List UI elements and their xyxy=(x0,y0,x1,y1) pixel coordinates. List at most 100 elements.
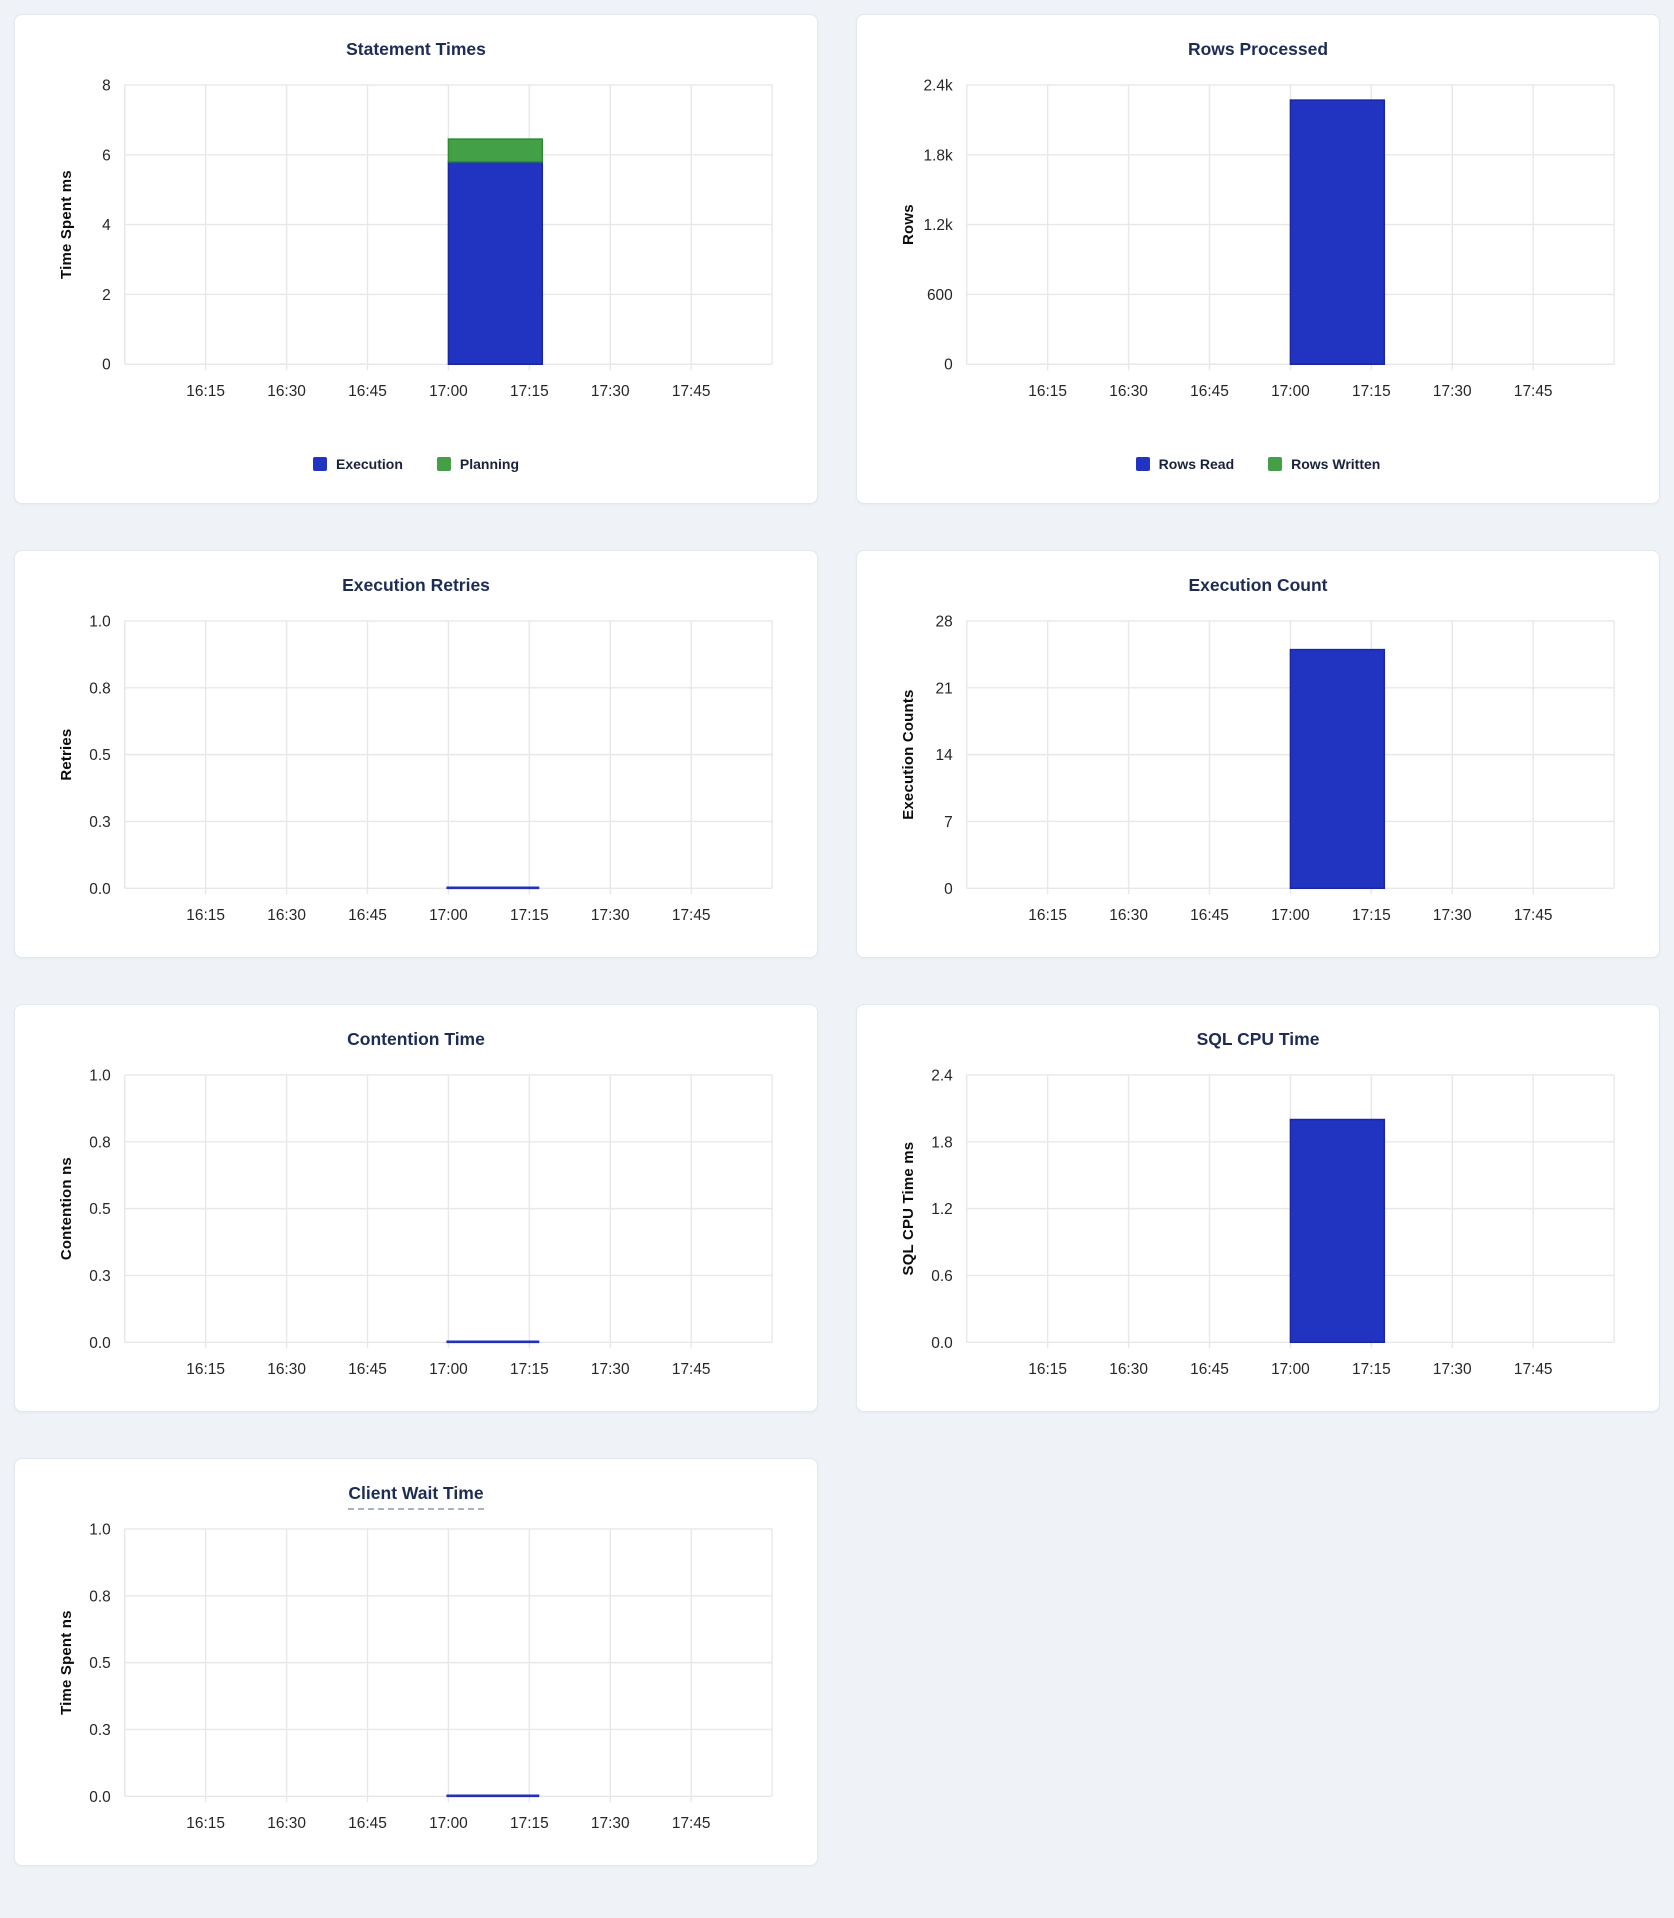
x-tick-label: 17:00 xyxy=(429,907,468,924)
chart-title-text: Rows Processed xyxy=(1187,39,1329,59)
chart-svg: 0.0 0.3 0.5 0.8 1.0 16:15 16:30 16:45 17:00 17:15… xyxy=(58,613,773,924)
y-axis-label: Execution Counts xyxy=(900,689,917,819)
bar-segment[interactable] xyxy=(1289,99,1386,366)
y-axis-label: Time Spent ms xyxy=(58,170,75,279)
chart-title-text: Execution Retries xyxy=(342,575,490,595)
x-tick-label: 16:45 xyxy=(348,1361,387,1378)
chart-plot-area[interactable]: 0.0 0.3 0.5 0.8 1.0 16:15 16:30 16:45 17:00 17:15… xyxy=(15,1511,817,1842)
chart-plot-area[interactable]: 0.0 0.6 1.2 1.8 2.4 16:15 16:30 16:45 17:00 17:15… xyxy=(857,1057,1659,1388)
legend-item: Rows Read xyxy=(1135,456,1235,473)
y-tick-label: 1.0 xyxy=(89,1521,110,1538)
y-tick-label: 7 xyxy=(944,814,953,831)
x-tick-label: 17:00 xyxy=(429,383,468,400)
legend-item: Planning xyxy=(436,456,520,473)
y-tick-label: 4 xyxy=(102,217,111,234)
x-tick-label: 17:00 xyxy=(429,1361,468,1378)
legend-swatch-green xyxy=(436,457,451,472)
x-tick-label: 16:15 xyxy=(1028,1361,1067,1378)
x-tick-label: 16:30 xyxy=(1109,907,1148,924)
y-tick-label: 2.4 xyxy=(931,1067,953,1084)
chart-plot-area[interactable]: 0 600 1.2k 1.8k 2.4k 16:15 16:30 16:45 17:00 17:1… xyxy=(857,67,1659,410)
y-tick-label: 0.6 xyxy=(931,1268,952,1285)
y-tick-label: 0.0 xyxy=(931,1335,952,1352)
chart-plot-area[interactable]: 0 2 4 6 8 16:15 16:30 16:45 17:00 17:15 17:30 17:45… xyxy=(15,67,817,410)
x-tick-label: 16:45 xyxy=(348,1815,387,1832)
x-tick-label: 16:30 xyxy=(267,907,306,924)
x-tick-label: 17:45 xyxy=(1514,907,1553,924)
y-tick-label: 0.3 xyxy=(89,1722,110,1739)
chart-svg: 0.0 0.3 0.5 0.8 1.0 16:15 16:30 16:45 17:00 17:15… xyxy=(58,1521,773,1832)
y-tick-label: 2.4k xyxy=(924,77,953,94)
legend-item: Execution xyxy=(312,456,403,473)
y-tick-label: 0 xyxy=(944,357,953,374)
x-tick-label: 16:30 xyxy=(267,1815,306,1832)
y-tick-label: 1.0 xyxy=(89,1067,110,1084)
legend-item: Rows Written xyxy=(1268,456,1380,472)
x-tick-label: 17:15 xyxy=(1352,907,1391,924)
chart-plot-area[interactable]: 0.0 0.3 0.5 0.8 1.0 16:15 16:30 16:45 17:00 17:15… xyxy=(15,603,817,934)
x-tick-label: 17:30 xyxy=(591,1815,630,1832)
x-tick-label: 17:00 xyxy=(1271,907,1310,924)
y-tick-label: 0.8 xyxy=(89,680,110,697)
bar-segment[interactable] xyxy=(1289,1118,1386,1344)
legend-label: Planning xyxy=(459,456,520,473)
legend-label: Rows Read xyxy=(1158,456,1235,473)
y-tick-label: 1.8 xyxy=(931,1134,952,1151)
x-tick-label: 17:30 xyxy=(591,1361,630,1378)
chart-legend: Execution Planning xyxy=(15,456,817,472)
x-tick-label: 17:30 xyxy=(1433,383,1472,400)
chart-title-text-tooltip[interactable]: Client Wait Time xyxy=(348,1483,484,1510)
x-tick-label: 16:15 xyxy=(1028,383,1067,400)
chart-legend: Rows Read Rows Written xyxy=(857,456,1659,472)
bar-segment[interactable] xyxy=(447,138,544,163)
y-axis-label: Rows xyxy=(900,204,917,245)
chart-title: SQL CPU Time xyxy=(857,1005,1659,1057)
x-tick-label: 16:30 xyxy=(267,1361,306,1378)
chart-svg: 0.0 0.6 1.2 1.8 2.4 16:15 16:30 16:45 17:00 17:15… xyxy=(900,1067,1615,1378)
chart-plot-area[interactable]: 0.0 0.3 0.5 0.8 1.0 16:15 16:30 16:45 17:00 17:15… xyxy=(15,1057,817,1388)
y-tick-label: 28 xyxy=(936,613,953,630)
chart-plot-area[interactable]: 0 7 14 21 28 16:15 16:30 16:45 17:00 17:15 17:30 17… xyxy=(857,603,1659,934)
chart-title-text: SQL CPU Time xyxy=(1196,1029,1320,1049)
y-tick-label: 0 xyxy=(102,357,111,374)
chart-title: Contention Time xyxy=(15,1005,817,1057)
legend-swatch-blue xyxy=(1135,457,1150,472)
y-tick-label: 1.2 xyxy=(931,1201,952,1218)
x-tick-label: 16:15 xyxy=(186,907,225,924)
chart-card-rows-processed: Rows Processed 0 600 1.2k 1.8k 2.4k 16:15 16:3… xyxy=(856,14,1660,504)
chart-svg: 0 7 14 21 28 16:15 16:30 16:45 17:00 17:15 17:30 17… xyxy=(900,613,1615,924)
y-tick-label: 8 xyxy=(102,77,111,94)
chart-title: Client Wait Time xyxy=(15,1459,817,1511)
x-tick-label: 16:30 xyxy=(1109,1361,1148,1378)
x-tick-label: 17:45 xyxy=(672,1361,711,1378)
y-tick-label: 0.8 xyxy=(89,1134,110,1151)
chart-svg: 0 2 4 6 8 16:15 16:30 16:45 17:00 17:15 17:30 17:45… xyxy=(58,77,773,400)
chart-title: Rows Processed xyxy=(857,15,1659,67)
y-tick-label: 1.8k xyxy=(924,147,953,164)
y-tick-label: 6 xyxy=(102,147,111,164)
y-axis-label: Contention ns xyxy=(58,1157,75,1260)
x-tick-label: 16:45 xyxy=(1190,383,1229,400)
chart-title: Statement Times xyxy=(15,15,817,67)
chart-card-sql-cpu-time: SQL CPU Time 0.0 0.6 1.2 1.8 2.4 16:15 16:30 16… xyxy=(856,1004,1660,1412)
x-tick-label: 17:30 xyxy=(591,907,630,924)
x-tick-label: 17:45 xyxy=(672,383,711,400)
x-tick-label: 17:15 xyxy=(510,1815,549,1832)
legend-label: Execution xyxy=(335,456,403,473)
y-tick-label: 0.5 xyxy=(89,1201,110,1218)
x-tick-label: 17:00 xyxy=(1271,1361,1310,1378)
y-tick-label: 0.5 xyxy=(89,1655,110,1672)
y-tick-label: 600 xyxy=(927,287,953,304)
x-tick-label: 16:45 xyxy=(1190,907,1229,924)
chart-title-text: Statement Times xyxy=(346,39,486,59)
bar-segment[interactable] xyxy=(447,161,544,366)
y-tick-label: 0.0 xyxy=(89,1335,110,1352)
x-tick-label: 16:15 xyxy=(186,383,225,400)
x-tick-label: 16:30 xyxy=(1109,383,1148,400)
chart-card-client-wait-time: Client Wait Time 0.0 0.3 0.5 0.8 1.0 16:15 16:… xyxy=(14,1458,818,1866)
x-tick-label: 17:00 xyxy=(1271,383,1310,400)
x-tick-label: 16:45 xyxy=(348,383,387,400)
x-tick-label: 17:15 xyxy=(510,383,549,400)
x-tick-label: 16:45 xyxy=(1190,1361,1229,1378)
bar-segment[interactable] xyxy=(1289,648,1386,890)
